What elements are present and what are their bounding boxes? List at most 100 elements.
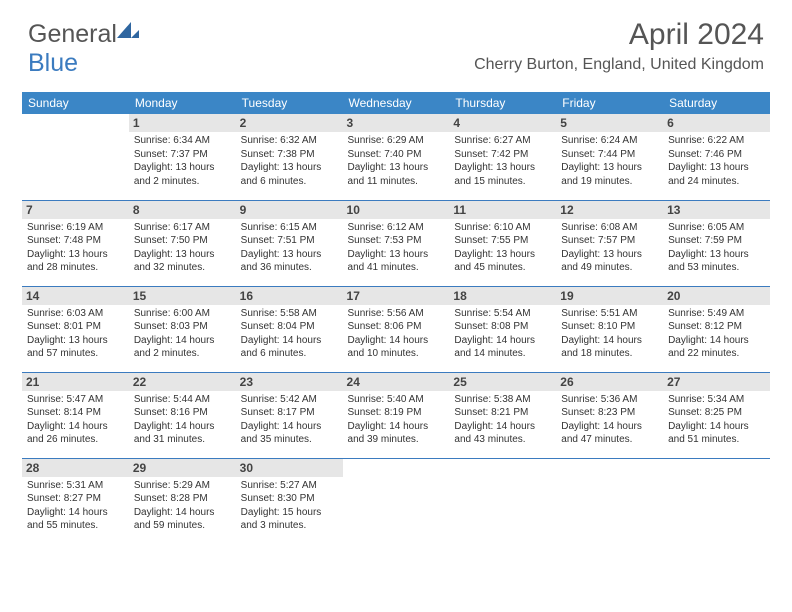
- day-info: Sunrise: 6:08 AMSunset: 7:57 PMDaylight:…: [561, 221, 658, 275]
- day-info: Sunrise: 6:19 AMSunset: 7:48 PMDaylight:…: [27, 221, 124, 275]
- calendar-day-cell: 15 Sunrise: 6:00 AMSunset: 8:03 PMDayligh…: [129, 286, 236, 372]
- day-number: 11: [449, 201, 556, 219]
- day-info: Sunrise: 6:34 AMSunset: 7:37 PMDaylight:…: [134, 134, 231, 188]
- day-info: Sunrise: 6:00 AMSunset: 8:03 PMDaylight:…: [134, 307, 231, 361]
- day-info: Sunrise: 6:27 AMSunset: 7:42 PMDaylight:…: [454, 134, 551, 188]
- day-number: 2: [236, 114, 343, 132]
- day-info: Sunrise: 5:42 AMSunset: 8:17 PMDaylight:…: [241, 393, 338, 447]
- day-info: Sunrise: 5:27 AMSunset: 8:30 PMDaylight:…: [241, 479, 338, 533]
- calendar-day-cell: 4 Sunrise: 6:27 AMSunset: 7:42 PMDaylight…: [449, 114, 556, 200]
- day-info: Sunrise: 5:54 AMSunset: 8:08 PMDaylight:…: [454, 307, 551, 361]
- day-number: 27: [663, 373, 770, 391]
- day-number: 4: [449, 114, 556, 132]
- day-number: 5: [556, 114, 663, 132]
- day-info: Sunrise: 6:05 AMSunset: 7:59 PMDaylight:…: [668, 221, 765, 275]
- calendar-day-cell: [663, 458, 770, 544]
- day-number: 22: [129, 373, 236, 391]
- calendar-day-cell: 2Sunrise: 6:32 AMSunset: 7:38 PMDaylight…: [236, 114, 343, 200]
- calendar-day-cell: 8 Sunrise: 6:17 AMSunset: 7:50 PMDaylight…: [129, 200, 236, 286]
- title-block: April 2024 Cherry Burton, England, Unite…: [474, 18, 764, 74]
- weekday-header: Tuesday: [236, 92, 343, 114]
- day-number: 18: [449, 287, 556, 305]
- calendar-day-cell: 20 Sunrise: 5:49 AMSunset: 8:12 PMDayligh…: [663, 286, 770, 372]
- calendar-day-cell: [343, 458, 450, 544]
- day-number: 3: [343, 114, 450, 132]
- day-info: Sunrise: 5:44 AMSunset: 8:16 PMDaylight:…: [134, 393, 231, 447]
- day-number: 28: [22, 459, 129, 477]
- calendar-day-cell: 24 Sunrise: 5:40 AMSunset: 8:19 PMDayligh…: [343, 372, 450, 458]
- calendar-day-cell: 19 Sunrise: 5:51 AMSunset: 8:10 PMDayligh…: [556, 286, 663, 372]
- weekday-header: Saturday: [663, 92, 770, 114]
- calendar-day-cell: 12 Sunrise: 6:08 AMSunset: 7:57 PMDayligh…: [556, 200, 663, 286]
- calendar-day-cell: 22 Sunrise: 5:44 AMSunset: 8:16 PMDayligh…: [129, 372, 236, 458]
- day-info: Sunrise: 5:36 AMSunset: 8:23 PMDaylight:…: [561, 393, 658, 447]
- day-number: 14: [22, 287, 129, 305]
- day-info: Sunrise: 5:47 AMSunset: 8:14 PMDaylight:…: [27, 393, 124, 447]
- weekday-header: Friday: [556, 92, 663, 114]
- day-info: Sunrise: 5:34 AMSunset: 8:25 PMDaylight:…: [668, 393, 765, 447]
- calendar-day-cell: 7 Sunrise: 6:19 AMSunset: 7:48 PMDaylight…: [22, 200, 129, 286]
- day-info: Sunrise: 6:24 AMSunset: 7:44 PMDaylight:…: [561, 134, 658, 188]
- day-number: 20: [663, 287, 770, 305]
- day-info: Sunrise: 5:38 AMSunset: 8:21 PMDaylight:…: [454, 393, 551, 447]
- weekday-header: Wednesday: [343, 92, 450, 114]
- calendar-day-cell: 28 Sunrise: 5:31 AMSunset: 8:27 PMDayligh…: [22, 458, 129, 544]
- calendar-day-cell: 11 Sunrise: 6:10 AMSunset: 7:55 PMDayligh…: [449, 200, 556, 286]
- weekday-header: Thursday: [449, 92, 556, 114]
- calendar-day-cell: 18 Sunrise: 5:54 AMSunset: 8:08 PMDayligh…: [449, 286, 556, 372]
- day-number: 1: [129, 114, 236, 132]
- calendar-day-cell: 5 Sunrise: 6:24 AMSunset: 7:44 PMDaylight…: [556, 114, 663, 200]
- day-number: 25: [449, 373, 556, 391]
- header: GeneralBlue April 2024 Cherry Burton, En…: [0, 0, 792, 84]
- calendar-week-row: 28 Sunrise: 5:31 AMSunset: 8:27 PMDayligh…: [22, 458, 770, 544]
- day-info: Sunrise: 6:10 AMSunset: 7:55 PMDaylight:…: [454, 221, 551, 275]
- brand-name-b: Blue: [28, 49, 78, 77]
- day-number: 10: [343, 201, 450, 219]
- calendar-week-row: 7 Sunrise: 6:19 AMSunset: 7:48 PMDaylight…: [22, 200, 770, 286]
- calendar-week-row: 1 Sunrise: 6:34 AMSunset: 7:37 PMDaylight…: [22, 114, 770, 200]
- day-number: 23: [236, 373, 343, 391]
- weekday-header: Monday: [129, 92, 236, 114]
- day-number: 9: [236, 201, 343, 219]
- calendar-day-cell: 21 Sunrise: 5:47 AMSunset: 8:14 PMDayligh…: [22, 372, 129, 458]
- day-number: 19: [556, 287, 663, 305]
- day-info: Sunrise: 5:31 AMSunset: 8:27 PMDaylight:…: [27, 479, 124, 533]
- day-info: Sunrise: 6:22 AMSunset: 7:46 PMDaylight:…: [668, 134, 765, 188]
- day-info: Sunrise: 6:03 AMSunset: 8:01 PMDaylight:…: [27, 307, 124, 361]
- day-number: 15: [129, 287, 236, 305]
- calendar-table: SundayMondayTuesdayWednesdayThursdayFrid…: [22, 92, 770, 544]
- brand-logo: GeneralBlue: [28, 18, 139, 78]
- calendar-body: 1 Sunrise: 6:34 AMSunset: 7:37 PMDaylight…: [22, 114, 770, 544]
- calendar-day-cell: [449, 458, 556, 544]
- day-info: Sunrise: 6:17 AMSunset: 7:50 PMDaylight:…: [134, 221, 231, 275]
- calendar-week-row: 21 Sunrise: 5:47 AMSunset: 8:14 PMDayligh…: [22, 372, 770, 458]
- day-number: 12: [556, 201, 663, 219]
- calendar-day-cell: 10Sunrise: 6:12 AMSunset: 7:53 PMDayligh…: [343, 200, 450, 286]
- day-number: 8: [129, 201, 236, 219]
- day-number: 7: [22, 201, 129, 219]
- calendar-day-cell: 3Sunrise: 6:29 AMSunset: 7:40 PMDaylight…: [343, 114, 450, 200]
- day-number: 13: [663, 201, 770, 219]
- day-number: 29: [129, 459, 236, 477]
- calendar-day-cell: 16Sunrise: 5:58 AMSunset: 8:04 PMDayligh…: [236, 286, 343, 372]
- day-info: Sunrise: 5:49 AMSunset: 8:12 PMDaylight:…: [668, 307, 765, 361]
- calendar-day-cell: 14 Sunrise: 6:03 AMSunset: 8:01 PMDayligh…: [22, 286, 129, 372]
- calendar-day-cell: 1 Sunrise: 6:34 AMSunset: 7:37 PMDaylight…: [129, 114, 236, 200]
- day-number: 26: [556, 373, 663, 391]
- day-info: Sunrise: 5:29 AMSunset: 8:28 PMDaylight:…: [134, 479, 231, 533]
- calendar-header-row: SundayMondayTuesdayWednesdayThursdayFrid…: [22, 92, 770, 114]
- sail-icon: [117, 18, 139, 47]
- day-number: 21: [22, 373, 129, 391]
- calendar-day-cell: 23 Sunrise: 5:42 AMSunset: 8:17 PMDayligh…: [236, 372, 343, 458]
- day-info: Sunrise: 5:51 AMSunset: 8:10 PMDaylight:…: [561, 307, 658, 361]
- brand-name-a: General: [28, 20, 117, 48]
- weekday-header: Sunday: [22, 92, 129, 114]
- calendar-day-cell: 29 Sunrise: 5:29 AMSunset: 8:28 PMDayligh…: [129, 458, 236, 544]
- day-info: Sunrise: 5:40 AMSunset: 8:19 PMDaylight:…: [348, 393, 445, 447]
- calendar-day-cell: 13 Sunrise: 6:05 AMSunset: 7:59 PMDayligh…: [663, 200, 770, 286]
- day-number: 6: [663, 114, 770, 132]
- brand-name: GeneralBlue: [28, 18, 139, 78]
- calendar-day-cell: 26 Sunrise: 5:36 AMSunset: 8:23 PMDayligh…: [556, 372, 663, 458]
- day-number: 24: [343, 373, 450, 391]
- calendar-day-cell: 17Sunrise: 5:56 AMSunset: 8:06 PMDayligh…: [343, 286, 450, 372]
